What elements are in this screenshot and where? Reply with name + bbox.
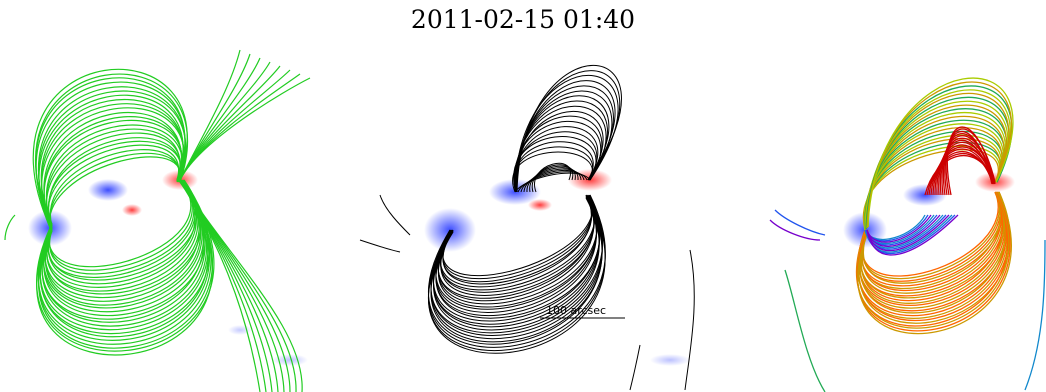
field-line bbox=[47, 144, 180, 226]
field-line bbox=[517, 171, 588, 193]
field-line bbox=[41, 180, 206, 323]
field-line bbox=[860, 191, 1005, 304]
field-line bbox=[41, 181, 208, 327]
field-line bbox=[938, 139, 993, 196]
scale-bar-label: 100 arcsec bbox=[546, 304, 606, 317]
field-line bbox=[47, 140, 183, 225]
field-line bbox=[179, 73, 301, 181]
field-line bbox=[427, 197, 606, 354]
field-line bbox=[37, 179, 210, 341]
field-lines bbox=[769, 77, 1046, 392]
field-line bbox=[43, 116, 183, 229]
field-line bbox=[49, 149, 180, 227]
field-line bbox=[784, 269, 826, 392]
field-line bbox=[866, 214, 941, 247]
field-line bbox=[514, 172, 591, 193]
field-line bbox=[35, 73, 188, 229]
field-line bbox=[4, 214, 16, 241]
field-line bbox=[359, 239, 401, 253]
right-field-line-panel bbox=[769, 77, 1046, 392]
field-line bbox=[520, 170, 585, 193]
field-line bbox=[179, 49, 241, 181]
field-line bbox=[48, 180, 193, 271]
field-line bbox=[39, 181, 209, 338]
field-line bbox=[861, 191, 1004, 294]
field-line bbox=[946, 126, 995, 196]
field-line bbox=[629, 344, 641, 391]
field-line bbox=[35, 77, 186, 225]
field-line bbox=[774, 209, 826, 236]
field-line bbox=[179, 179, 303, 392]
field-line bbox=[866, 214, 959, 256]
field-line bbox=[516, 65, 622, 192]
field-line bbox=[179, 65, 281, 181]
field-line bbox=[1024, 239, 1046, 391]
field-line bbox=[179, 61, 271, 181]
field-line bbox=[32, 68, 188, 228]
field-line bbox=[45, 179, 197, 288]
field-line bbox=[867, 77, 1014, 228]
field-line bbox=[37, 180, 212, 345]
field-line bbox=[531, 164, 574, 193]
field-line bbox=[534, 162, 571, 193]
field-line bbox=[379, 194, 411, 236]
field-line bbox=[529, 165, 576, 193]
center-field-line-panel: 100 arcsec bbox=[359, 65, 695, 391]
field-line bbox=[45, 124, 184, 226]
field-line bbox=[48, 179, 192, 268]
field-lines bbox=[4, 49, 311, 392]
left-field-line-panel bbox=[4, 49, 311, 392]
field-line bbox=[42, 179, 203, 309]
field-lines bbox=[359, 65, 695, 391]
field-line bbox=[49, 156, 181, 229]
field-line bbox=[179, 77, 311, 181]
field-line bbox=[857, 191, 1012, 335]
page-title: 2011-02-15 01:40 bbox=[410, 5, 636, 34]
field-line bbox=[43, 112, 183, 228]
field-line bbox=[944, 131, 993, 196]
field-line bbox=[433, 197, 600, 331]
field-line bbox=[526, 167, 579, 193]
field-line bbox=[44, 180, 200, 302]
field-line bbox=[40, 98, 185, 225]
field-line bbox=[769, 219, 821, 241]
field-line bbox=[37, 86, 187, 227]
field-line bbox=[45, 132, 181, 228]
field-line bbox=[684, 249, 695, 391]
field-line bbox=[48, 137, 182, 229]
field-line bbox=[859, 191, 1006, 314]
field-line bbox=[930, 148, 993, 196]
field-line bbox=[44, 181, 201, 306]
field-line bbox=[866, 214, 932, 243]
field-line bbox=[49, 181, 195, 275]
field-line bbox=[928, 151, 994, 196]
field-line bbox=[39, 179, 209, 331]
field-line bbox=[45, 128, 181, 227]
field-line bbox=[36, 180, 214, 356]
field-line bbox=[38, 94, 184, 229]
field-line bbox=[48, 181, 196, 285]
field-line bbox=[41, 107, 185, 227]
field-line bbox=[866, 214, 950, 252]
field-line bbox=[523, 168, 582, 193]
field-line bbox=[49, 152, 181, 228]
